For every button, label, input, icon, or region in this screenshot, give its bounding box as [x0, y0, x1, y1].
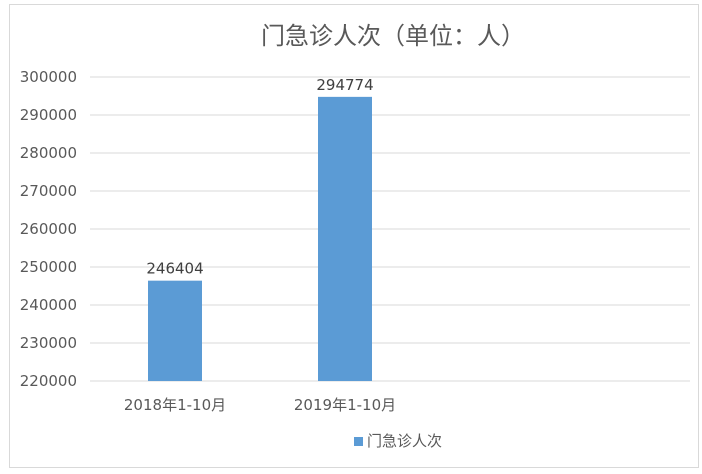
y-tick-label: 250000: [20, 258, 77, 276]
x-tick-label: 2018年1-10月: [124, 396, 226, 414]
bars: [148, 96, 372, 382]
y-tick-label: 300000: [20, 68, 77, 86]
legend-label: 门急诊人次: [367, 432, 442, 450]
data-label: 294774: [316, 76, 373, 94]
y-tick-label: 270000: [20, 182, 77, 200]
bar: [148, 280, 202, 381]
data-label: 246404: [146, 260, 203, 278]
x-tick-label: 2019年1-10月: [294, 396, 396, 414]
x-axis-ticks: 2018年1-10月 2019年1-10月: [124, 396, 396, 414]
y-tick-label: 240000: [20, 296, 77, 314]
data-labels: 246404 294774: [146, 76, 373, 278]
y-tick-label: 220000: [20, 372, 77, 390]
bar: [318, 96, 372, 382]
y-tick-label: 230000: [20, 334, 77, 352]
legend: 门急诊人次: [354, 432, 442, 450]
y-tick-label: 260000: [20, 220, 77, 238]
chart-title: 门急诊人次（单位：人）: [261, 22, 525, 50]
y-tick-label: 290000: [20, 106, 77, 124]
legend-swatch: [354, 437, 363, 446]
y-axis-ticks: 220000 230000 240000 250000 260000 270000 2800…: [20, 68, 77, 390]
y-tick-label: 280000: [20, 144, 77, 162]
